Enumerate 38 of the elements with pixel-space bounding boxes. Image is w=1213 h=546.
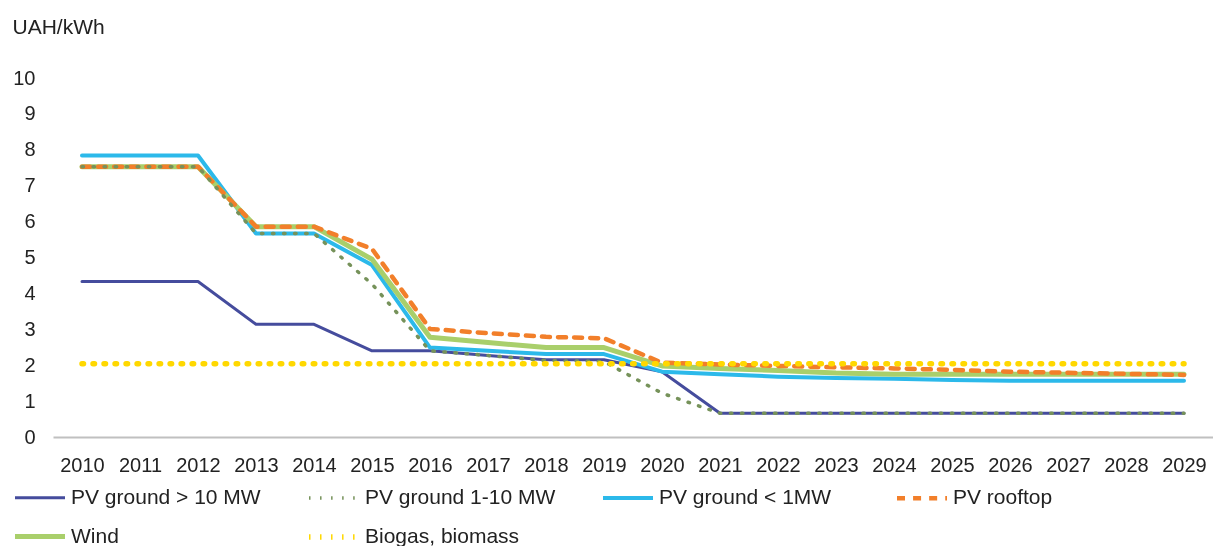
x-tick-label: 2010: [60, 453, 105, 476]
x-tick-label: 2018: [524, 453, 569, 476]
x-tick-label: 2017: [466, 453, 511, 476]
y-tick-label: 8: [24, 138, 36, 161]
x-tick-label: 2022: [756, 453, 801, 476]
x-tick-label: 2013: [234, 453, 279, 476]
x-tick-label: 2025: [930, 453, 975, 476]
y-tick-label: 4: [24, 281, 36, 304]
legend-label: PV ground < 1MW: [659, 485, 832, 508]
x-tick-label: 2011: [118, 453, 163, 476]
y-tick-label: 10: [13, 66, 36, 89]
y-tick-label: 5: [24, 246, 36, 268]
y-tick-label: 6: [24, 210, 36, 233]
y-tick-label: 9: [24, 102, 36, 125]
y-axis-title: UAH/kWh: [12, 14, 105, 38]
x-tick-label: 2019: [582, 453, 627, 476]
y-tick-label: 2: [24, 353, 36, 376]
x-tick-label: 2024: [872, 453, 917, 476]
y-tick-label: 7: [24, 174, 36, 197]
x-tick-label: 2021: [698, 453, 743, 476]
x-tick-label: 2028: [1104, 453, 1149, 476]
x-tick-label: 2012: [176, 453, 221, 476]
x-tick-label: 2029: [1162, 453, 1207, 476]
legend-label: PV ground > 10 MW: [71, 484, 261, 508]
y-tick-label: 1: [24, 389, 36, 412]
legend-label: Wind: [71, 523, 119, 546]
x-tick-label: 2026: [988, 453, 1033, 476]
y-tick-label: 0: [24, 425, 36, 448]
x-tick-label: 2023: [814, 453, 859, 476]
x-tick-label: 2014: [292, 453, 337, 476]
legend-label: PV ground 1-10 MW: [365, 485, 556, 508]
x-tick-label: 2027: [1046, 453, 1091, 476]
x-tick-label: 2020: [640, 453, 685, 476]
y-tick-label: 3: [24, 317, 36, 340]
legend-label: PV rooftop: [953, 485, 1053, 509]
line-series: [80, 164, 1186, 416]
x-tick-label: 2016: [408, 453, 453, 476]
x-tick-label: 2015: [350, 453, 395, 476]
